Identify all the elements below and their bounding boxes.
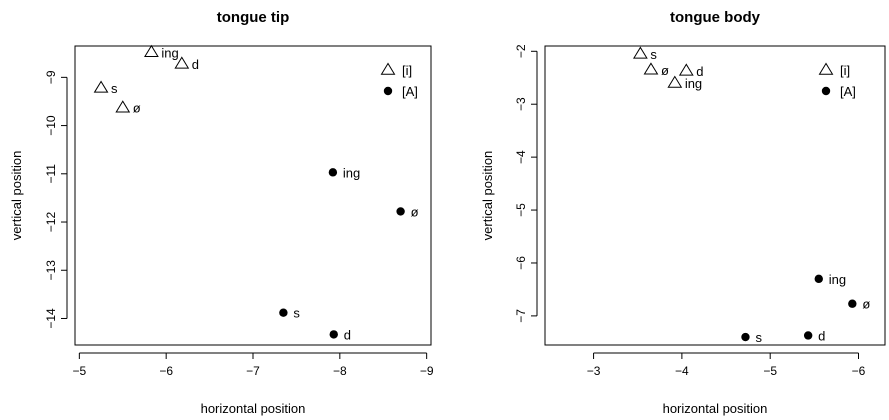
x-tick-label: −5 <box>763 364 777 378</box>
chart-title: tongue tip <box>217 9 289 26</box>
x-tick-label: −3 <box>587 364 601 378</box>
x-tick-label: −6 <box>159 364 173 378</box>
x-tick-label: −5 <box>72 364 86 378</box>
point-label: ø <box>661 63 669 78</box>
legend-label-open: [i] <box>402 63 412 78</box>
data-point-circle <box>848 299 857 308</box>
data-point-triangle <box>93 80 109 93</box>
x-axis-label: horizontal position <box>663 401 768 416</box>
data-point-triangle <box>678 63 694 76</box>
data-point-circle <box>329 330 338 339</box>
legend-marker-triangle <box>380 62 396 75</box>
data-point-triangle <box>667 75 683 88</box>
panel-tongue-body: tongue body horizontal position vertical p… <box>480 9 886 416</box>
y-axis-label: vertical position <box>480 151 495 241</box>
legend-marker-circle <box>383 86 393 96</box>
data-point-circle <box>396 207 405 216</box>
x-tick-label: −6 <box>852 364 866 378</box>
point-label: ø <box>411 204 419 219</box>
legend: [i] [A] <box>380 62 418 99</box>
point-label: ing <box>685 76 702 91</box>
x-axis-label: horizontal position <box>201 401 306 416</box>
point-label: s <box>650 47 657 62</box>
x-tick-label: −9 <box>420 364 434 378</box>
y-tick-label: −14 <box>44 308 58 329</box>
y-tick-label: −6 <box>514 256 528 270</box>
point-label: s <box>111 81 118 96</box>
legend-label-filled: [A] <box>402 84 418 99</box>
point-label: ing <box>343 165 360 180</box>
y-tick-label: −2 <box>514 44 528 58</box>
legend-label-filled: [A] <box>840 84 856 99</box>
point-label: s <box>755 330 762 345</box>
data-point-triangle <box>632 46 648 59</box>
point-label: ø <box>862 297 870 312</box>
plot-frame <box>74 45 432 346</box>
point-label: s <box>293 306 300 321</box>
series-A: ing ø d s <box>741 272 870 345</box>
point-label: d <box>696 64 703 79</box>
point-label: d <box>818 328 825 343</box>
data-point-circle <box>279 308 288 317</box>
legend-marker-circle <box>821 86 831 96</box>
y-tick-label: −13 <box>44 260 58 281</box>
y-tick-label: −5 <box>514 203 528 217</box>
x-tick-label: −4 <box>675 364 689 378</box>
series-A: ing ø s d <box>279 165 419 342</box>
plot-frame <box>544 45 886 346</box>
legend-label-open: [i] <box>840 63 850 78</box>
y-tick-label: −12 <box>44 212 58 233</box>
point-label: d <box>192 57 199 72</box>
legend: [i] [A] <box>818 62 856 99</box>
data-point-triangle <box>144 44 159 57</box>
y-tick-label: −10 <box>44 115 58 136</box>
data-point-triangle <box>174 56 190 69</box>
point-label: ing <box>829 272 846 287</box>
point-label: d <box>344 327 351 342</box>
legend-marker-triangle <box>818 62 834 75</box>
y-tick-label: −11 <box>44 164 58 184</box>
x-tick-label: −7 <box>246 364 260 378</box>
x-tick-label: −8 <box>333 364 347 378</box>
y-tick-label: −9 <box>44 70 58 84</box>
data-point-triangle <box>115 100 131 113</box>
y-tick-label: −4 <box>514 150 528 164</box>
data-point-circle <box>803 331 813 340</box>
chart-title: tongue body <box>670 9 761 26</box>
data-point-triangle <box>643 62 659 75</box>
y-tick-label: −7 <box>514 309 528 323</box>
y-tick-label: −3 <box>514 97 528 111</box>
panel-tongue-tip: tongue tip horizontal position vertical po… <box>9 9 434 416</box>
data-point-circle <box>814 274 823 284</box>
data-point-circle <box>741 332 750 342</box>
data-point-circle <box>328 168 338 177</box>
point-label: ø <box>133 101 141 116</box>
y-axis-label: vertical position <box>9 151 24 241</box>
point-label: ing <box>161 45 178 60</box>
